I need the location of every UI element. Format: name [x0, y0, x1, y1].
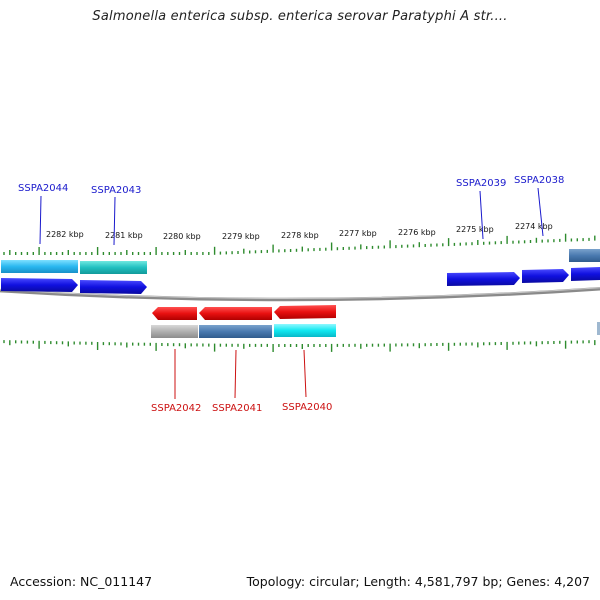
scale-label-2276: 2276 kbp [398, 228, 436, 237]
gene-label-sspa2041[interactable]: SSPA2041 [212, 403, 262, 414]
leader-line-sspa2044 [39, 195, 42, 245]
scale-label-2280: 2280 kbp [163, 232, 201, 241]
cds-arrow-sspa2038[interactable] [522, 269, 569, 283]
outer-tick-track [3, 233, 596, 255]
map-title: Salmonella enterica subsp. enterica sero… [92, 9, 508, 24]
leader-line-sspa2039 [479, 190, 484, 240]
scale-label-2274: 2274 kbp [515, 222, 553, 231]
gene-label-sspa2042[interactable]: SSPA2042 [151, 403, 201, 414]
cog-bar-sspa2042 [151, 325, 198, 338]
cog-bar-sspa2044 [1, 260, 78, 273]
leader-line-sspa2041 [234, 349, 237, 399]
cog-bar-sspa2043 [80, 261, 147, 274]
inner-tick-track [3, 340, 596, 352]
cds-arrow-sspa2043[interactable] [80, 280, 147, 294]
genome-backbone [0, 286, 600, 302]
scale-label-2282: 2282 kbp [46, 230, 84, 239]
leader-line-sspa2040 [303, 349, 307, 398]
cds-arrow-sspa2041[interactable] [199, 307, 272, 320]
gene-label-sspa2039[interactable]: SSPA2039 [456, 178, 506, 189]
gene-label-sspa2043[interactable]: SSPA2043 [91, 185, 141, 196]
cog-bar-sspa2041 [199, 325, 272, 338]
scale-label-2279: 2279 kbp [222, 232, 260, 241]
cds-arrow-right-edge[interactable] [571, 267, 600, 281]
cds-arrow-sspa2044[interactable] [1, 278, 78, 292]
backbone-highlight [0, 287, 600, 300]
gene-label-sspa2044[interactable]: SSPA2044 [18, 183, 68, 194]
cog-bar-right-lower [597, 322, 600, 335]
scale-label-2278: 2278 kbp [281, 231, 319, 240]
accession-text: Accession: NC_011147 [10, 574, 153, 589]
cog-bar-sspa2040 [274, 324, 336, 337]
gene-label-sspa2040[interactable]: SSPA2040 [282, 402, 332, 413]
scale-label-2277: 2277 kbp [339, 229, 377, 238]
leader-line-sspa2043 [113, 196, 116, 246]
cog-bar-right [569, 249, 600, 262]
gene-label-sspa2038[interactable]: SSPA2038 [514, 175, 564, 186]
leader-line-sspa2038 [537, 187, 544, 237]
cds-arrow-sspa2040[interactable] [274, 305, 336, 319]
genome-summary-text: Topology: circular; Length: 4,581,797 bp… [246, 574, 590, 589]
cds-arrow-sspa2042[interactable] [152, 307, 197, 320]
scale-label-2275: 2275 kbp [456, 225, 494, 234]
cds-arrow-sspa2039[interactable] [447, 272, 520, 286]
scale-label-2281: 2281 kbp [105, 231, 143, 240]
